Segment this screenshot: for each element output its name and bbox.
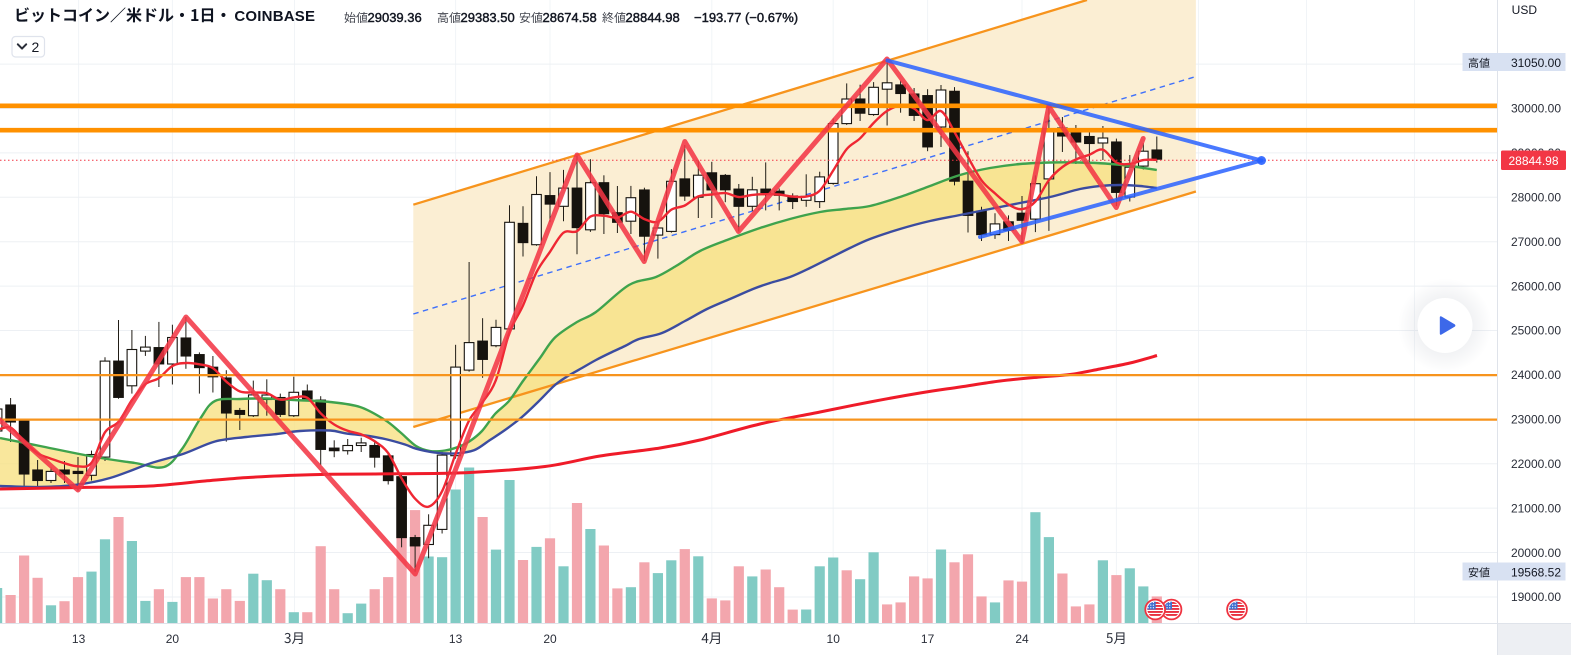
svg-text:28844.98: 28844.98 [626, 10, 680, 25]
svg-text:USD: USD [1512, 3, 1538, 17]
svg-text:COINBASE: COINBASE [234, 8, 315, 25]
svg-text:28000.00: 28000.00 [1511, 191, 1561, 205]
svg-text:2: 2 [32, 39, 40, 55]
svg-text:13: 13 [72, 632, 86, 646]
svg-text:19000.00: 19000.00 [1511, 590, 1561, 604]
svg-text:13: 13 [449, 632, 463, 646]
svg-text:28844.98: 28844.98 [1508, 154, 1558, 168]
svg-text:21000.00: 21000.00 [1511, 501, 1561, 515]
svg-text:24: 24 [1015, 632, 1029, 646]
svg-text:10: 10 [827, 632, 841, 646]
svg-text:29383.50: 29383.50 [461, 10, 515, 25]
svg-text:24000.00: 24000.00 [1511, 368, 1561, 382]
svg-text:17: 17 [921, 632, 935, 646]
svg-text:27000.00: 27000.00 [1511, 235, 1561, 249]
svg-text:28674.58: 28674.58 [543, 10, 597, 25]
svg-text:−193.77 (−0.67%): −193.77 (−0.67%) [694, 10, 798, 25]
svg-text:29039.36: 29039.36 [368, 10, 422, 25]
svg-text:25000.00: 25000.00 [1511, 324, 1561, 338]
svg-text:23000.00: 23000.00 [1511, 413, 1561, 427]
svg-text:20: 20 [166, 632, 180, 646]
svg-text:20: 20 [543, 632, 557, 646]
svg-text:20000.00: 20000.00 [1511, 546, 1561, 560]
svg-text:30000.00: 30000.00 [1511, 102, 1561, 116]
svg-text:26000.00: 26000.00 [1511, 279, 1561, 293]
svg-text:22000.00: 22000.00 [1511, 457, 1561, 471]
svg-text:31050.00: 31050.00 [1511, 56, 1561, 70]
svg-text:19568.52: 19568.52 [1511, 566, 1561, 580]
